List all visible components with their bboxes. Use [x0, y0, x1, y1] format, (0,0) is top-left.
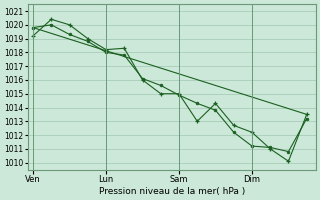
X-axis label: Pression niveau de la mer( hPa ): Pression niveau de la mer( hPa )	[99, 187, 245, 196]
